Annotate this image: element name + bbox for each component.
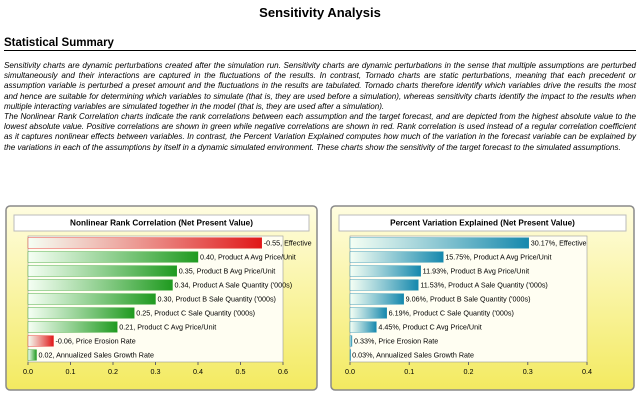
section-heading: Statistical Summary (4, 37, 636, 51)
x-tick-label: 0.5 (236, 367, 246, 376)
value-label: 0.02, Annualized Sales Growth Rate (39, 350, 154, 359)
x-tick-label: 0.4 (582, 367, 592, 376)
bar (27, 321, 118, 333)
bar (349, 279, 419, 291)
bar (349, 293, 404, 305)
summary-text: Sensitivity charts are dynamic perturbat… (4, 61, 636, 153)
bar (27, 349, 37, 361)
x-tick-label: 0.3 (151, 367, 161, 376)
value-label: 11.93%, Product B Avg Price/Unit (423, 266, 529, 275)
bar (349, 265, 421, 277)
bar (27, 237, 262, 249)
value-label: 0.35, Product B Avg Price/Unit (179, 266, 276, 275)
value-label: 0.33%, Price Erosion Rate (354, 336, 438, 345)
bar (27, 293, 156, 305)
chart-title-box (338, 214, 627, 232)
bar (349, 237, 529, 249)
value-label: 4.45%, Product C Avg Price/Unit (378, 322, 481, 331)
x-tick-label: 0.1 (66, 367, 76, 376)
value-label: 30.17%, Effective (531, 238, 587, 247)
bar (349, 307, 387, 319)
value-label: -0.06, Price Erosion Rate (56, 336, 136, 345)
chart-title: Percent Variation Explained (Net Present… (390, 219, 575, 228)
value-label: 9.06%, Product B Sale Quantity ('000s) (406, 294, 531, 303)
bar (349, 335, 353, 347)
x-tick-label: 0.0 (23, 367, 33, 376)
x-tick-label: 0.2 (108, 367, 118, 376)
x-tick-label: 0.2 (464, 367, 474, 376)
bar (349, 349, 352, 361)
value-label: 0.40, Product A Avg Price/Unit (200, 252, 296, 261)
value-label: 11.53%, Product A Sale Quantity ('000s) (420, 280, 548, 289)
bar (349, 321, 377, 333)
page-title: Sensitivity Analysis (259, 5, 381, 20)
x-tick-label: 0.3 (523, 367, 533, 376)
x-tick-label: 0.4 (193, 367, 203, 376)
bar (27, 279, 173, 291)
value-label: 6.19%, Product C Sale Quantity ('000s) (389, 308, 514, 317)
bar (27, 251, 199, 263)
paragraph: The Nonlinear Rank Correlation charts in… (4, 112, 636, 152)
value-label: -0.55, Effective (264, 238, 312, 247)
x-tick-label: 0.6 (278, 367, 288, 376)
paragraph: Sensitivity charts are dynamic perturbat… (4, 61, 636, 111)
chart-panel: Percent Variation Explained (Net Present… (330, 205, 635, 391)
value-label: 0.25, Product C Sale Quantity ('000s) (136, 308, 255, 317)
value-label: 15.75%, Product A Avg Price/Unit (445, 252, 551, 261)
bar (349, 251, 444, 263)
bar (27, 265, 177, 277)
bar (27, 307, 135, 319)
value-label: 0.34, Product A Sale Quantity ('000s) (175, 280, 293, 289)
value-label: 0.03%, Annualized Sales Growth Rate (352, 350, 474, 359)
x-tick-label: 0.1 (404, 367, 414, 376)
value-label: 0.30, Product B Sale Quantity ('000s) (158, 294, 276, 303)
chart-title: Nonlinear Rank Correlation (Net Present … (70, 219, 253, 228)
value-label: 0.21, Product C Avg Price/Unit (119, 322, 216, 331)
x-tick-label: 0.0 (345, 367, 355, 376)
bar (27, 335, 54, 347)
chart-title-box (13, 214, 310, 232)
chart-panel: Nonlinear Rank Correlation (Net Present … (5, 205, 318, 391)
